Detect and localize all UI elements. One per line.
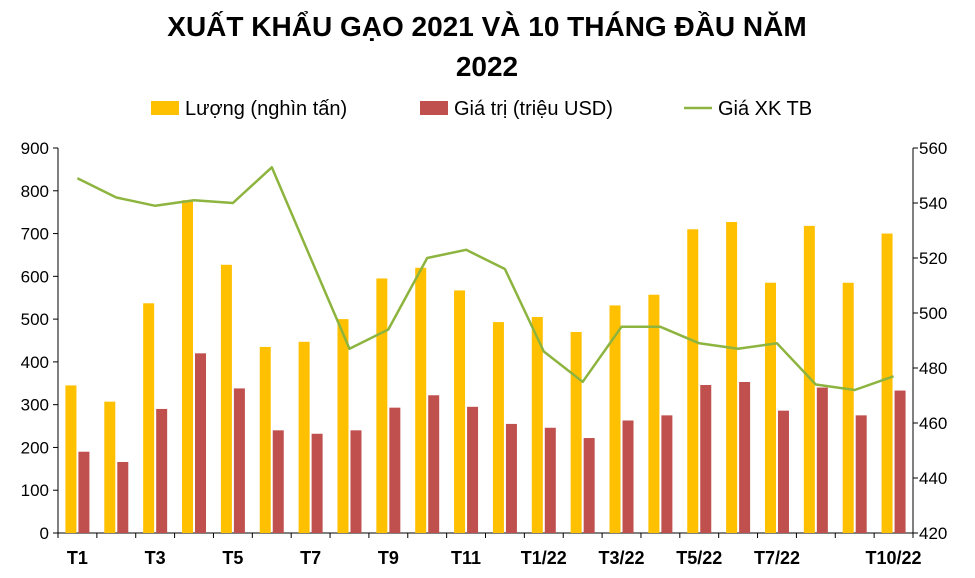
bar-value bbox=[816, 387, 828, 533]
y-left-tick-label: 600 bbox=[21, 267, 49, 286]
bar-volume bbox=[881, 233, 893, 534]
bar-value bbox=[583, 438, 595, 533]
bar-value bbox=[622, 420, 634, 533]
bar-value bbox=[777, 410, 789, 533]
bar-volume bbox=[298, 341, 310, 533]
x-tick-label: T5/22 bbox=[676, 548, 722, 568]
x-tick-label: T10/22 bbox=[866, 548, 922, 568]
x-tick-label: T1/22 bbox=[521, 548, 567, 568]
legend-swatch-value bbox=[420, 101, 448, 115]
bar-volume bbox=[65, 385, 77, 533]
bar-volume bbox=[842, 282, 854, 533]
y-right-tick-label: 420 bbox=[919, 524, 947, 543]
y-left-tick-label: 0 bbox=[40, 524, 49, 543]
bar-volume bbox=[104, 401, 116, 533]
bar-value bbox=[389, 407, 401, 533]
y-left-tick-label: 900 bbox=[21, 139, 49, 158]
plot-area: 0 100 200 300 400 500 600 700 800 900 420 440 460 480… bbox=[21, 139, 948, 568]
y-right-tick-label: 540 bbox=[919, 194, 947, 213]
chart-title-line2: 2022 bbox=[456, 51, 518, 82]
y-left-tick-label: 300 bbox=[21, 396, 49, 415]
y-left-tick-label: 800 bbox=[21, 182, 49, 201]
bar-value bbox=[311, 433, 323, 533]
y-left-tick-label: 200 bbox=[21, 438, 49, 457]
bar-value bbox=[467, 406, 479, 533]
bar-volume bbox=[143, 303, 155, 533]
legend-label-volume: Lượng (nghìn tấn) bbox=[185, 98, 347, 120]
x-tick-label: T5 bbox=[222, 548, 243, 568]
bar-value bbox=[739, 381, 751, 533]
bar-value bbox=[661, 415, 673, 533]
bar-value bbox=[428, 395, 440, 533]
x-tick-label: T3 bbox=[145, 548, 166, 568]
bar-value bbox=[233, 388, 245, 533]
x-tick-label: T1 bbox=[67, 548, 88, 568]
bar-volume bbox=[259, 346, 271, 533]
bar-value bbox=[350, 430, 362, 533]
x-tick-label: T7/22 bbox=[754, 548, 800, 568]
bar-volume bbox=[648, 294, 660, 533]
bar-value bbox=[505, 423, 517, 533]
bar-volume bbox=[454, 290, 466, 533]
x-tick-label: T3/22 bbox=[599, 548, 645, 568]
bar-volume bbox=[764, 282, 776, 533]
bar-volume bbox=[531, 316, 543, 533]
chart-title-line1: XUẤT KHẨU GẠO 2021 VÀ 10 THÁNG ĐẦU NĂM bbox=[167, 11, 806, 42]
x-tick-label: T7 bbox=[300, 548, 321, 568]
bar-volume bbox=[415, 267, 427, 533]
bar-value bbox=[156, 408, 168, 533]
legend: Lượng (nghìn tấn) Giá trị (triệu USD) Gi… bbox=[151, 98, 812, 120]
bar-value bbox=[272, 430, 284, 533]
y-right-tick-label: 560 bbox=[919, 139, 947, 158]
y-left-tick-label: 700 bbox=[21, 225, 49, 244]
legend-label-price: Giá XK TB bbox=[718, 98, 812, 120]
y-left-tick-label: 500 bbox=[21, 310, 49, 329]
bar-volume bbox=[337, 319, 349, 533]
bar-value bbox=[195, 353, 207, 533]
line-avg-export-price bbox=[76, 166, 895, 392]
y-right-tick-label: 500 bbox=[919, 304, 947, 323]
bar-volume bbox=[376, 278, 388, 533]
x-tick-label: T9 bbox=[378, 548, 399, 568]
bar-value bbox=[894, 390, 906, 533]
bar-volume bbox=[492, 322, 504, 533]
bar-value bbox=[78, 451, 90, 533]
bar-value bbox=[544, 427, 556, 533]
y-left-tick-label: 400 bbox=[21, 353, 49, 372]
bar-value bbox=[700, 384, 712, 533]
bar-value bbox=[855, 415, 867, 533]
bar-volume bbox=[726, 222, 738, 533]
bar-volume bbox=[182, 200, 194, 533]
bar-volume bbox=[687, 229, 699, 533]
y-right-tick-label: 460 bbox=[919, 414, 947, 433]
bar-volume bbox=[609, 305, 621, 533]
x-tick-label: T11 bbox=[451, 548, 481, 568]
y-right-tick-label: 440 bbox=[919, 469, 947, 488]
y-right-tick-label: 520 bbox=[919, 249, 947, 268]
y-right-tick-label: 480 bbox=[919, 359, 947, 378]
bar-volume bbox=[220, 264, 232, 533]
bar-value bbox=[117, 461, 129, 533]
y-left-tick-label: 100 bbox=[21, 481, 49, 500]
bar-volume bbox=[570, 331, 582, 533]
legend-swatch-volume bbox=[151, 101, 179, 115]
legend-label-value: Giá trị (triệu USD) bbox=[454, 98, 613, 120]
